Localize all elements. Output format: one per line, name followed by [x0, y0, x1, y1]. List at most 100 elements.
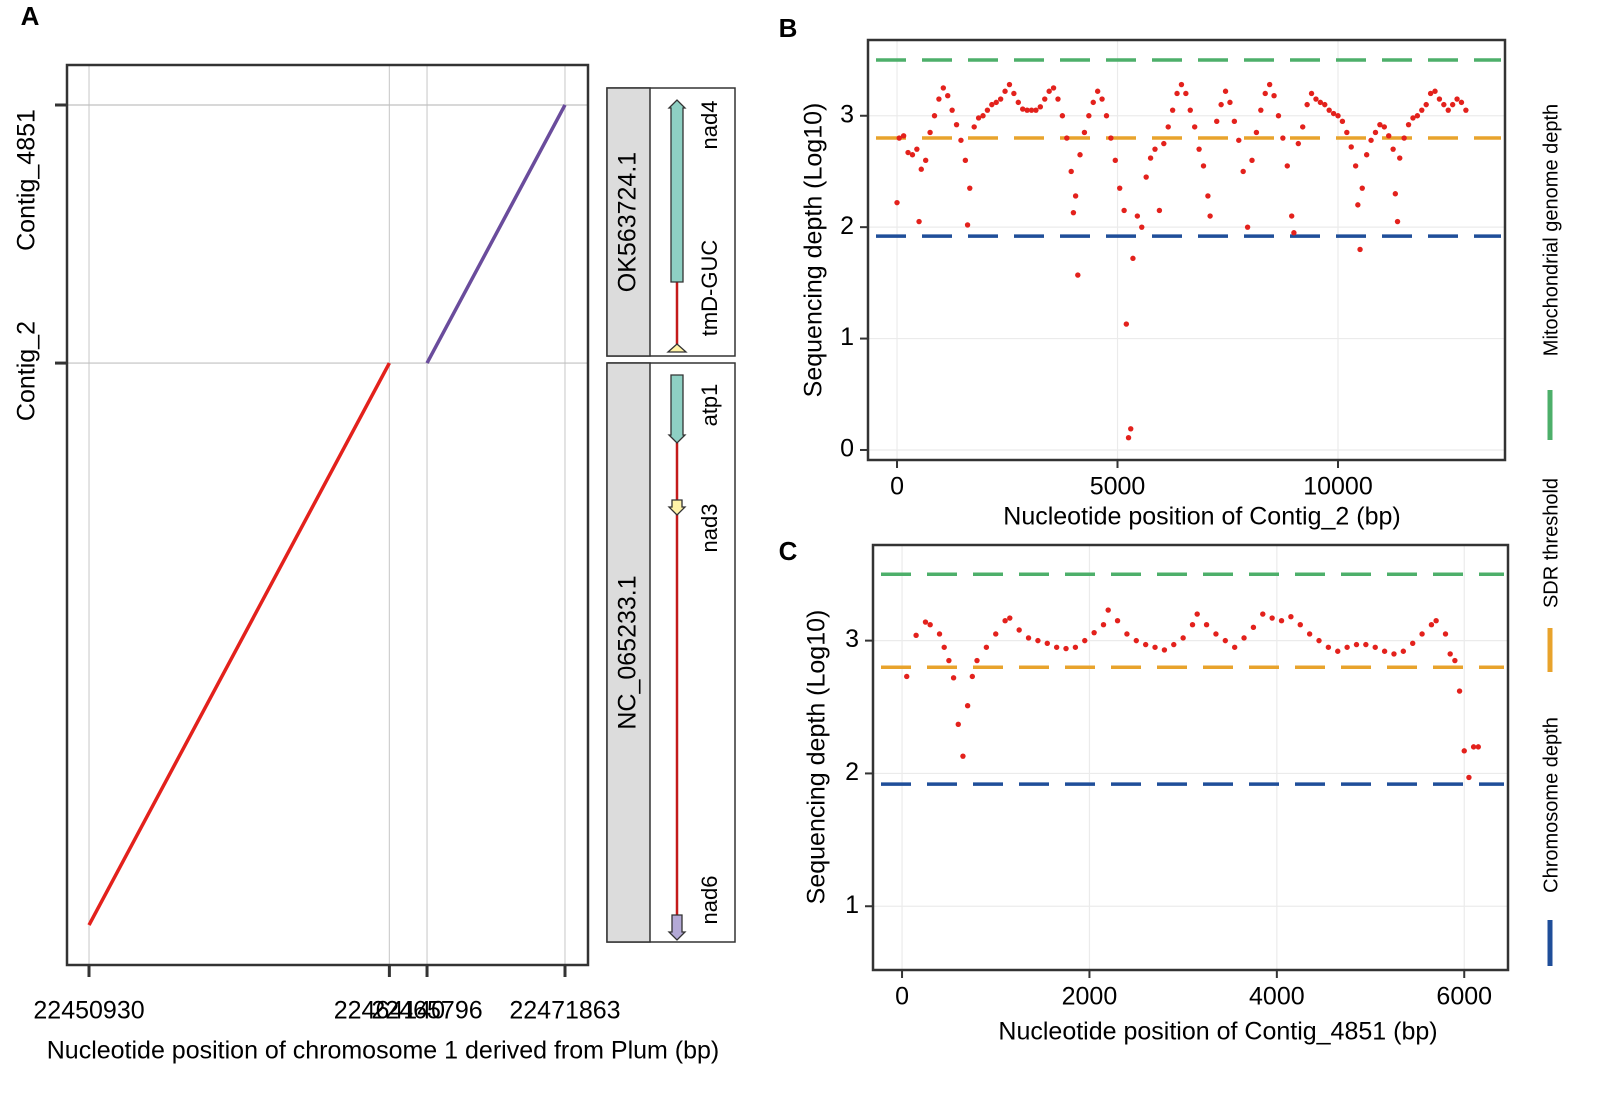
point	[975, 115, 982, 121]
point	[1055, 96, 1061, 102]
point	[974, 657, 980, 664]
x-axis-label: Nucleotide position of Contig_2 (bp)	[1003, 503, 1400, 531]
y-tick-label: 3	[845, 625, 859, 653]
point	[1094, 88, 1101, 94]
point	[1050, 85, 1057, 91]
point	[949, 107, 955, 113]
point	[922, 157, 929, 164]
point	[1068, 168, 1074, 175]
point	[1077, 152, 1083, 158]
panel-label: C	[779, 536, 798, 566]
point	[1414, 113, 1421, 119]
gene-shape	[667, 499, 687, 516]
point	[1284, 163, 1290, 169]
legend-label: Mitochondrial genome depth	[1540, 104, 1562, 356]
point	[1100, 621, 1107, 628]
point	[1227, 99, 1233, 106]
panel-label: B	[779, 13, 798, 43]
y-tick-label: 3	[840, 100, 854, 128]
track-name: NC_065233.1	[614, 575, 642, 729]
point	[936, 631, 943, 637]
point	[1423, 101, 1429, 108]
point	[1090, 99, 1096, 106]
y-tick-label: 2	[845, 758, 859, 786]
point	[1244, 224, 1251, 230]
point	[940, 85, 947, 91]
point	[1355, 202, 1361, 208]
legend-label: Chromosome depth	[1540, 717, 1562, 893]
y-axis-label: Sequencing depth (Log10)	[800, 103, 828, 398]
point	[955, 721, 961, 727]
point	[1002, 618, 1008, 624]
point	[1152, 644, 1158, 650]
point	[1070, 209, 1077, 216]
point	[1269, 615, 1275, 621]
point	[1063, 645, 1069, 652]
point	[1231, 644, 1238, 650]
point	[1086, 113, 1092, 119]
point	[1214, 118, 1220, 125]
point	[900, 133, 907, 139]
point	[1103, 113, 1110, 119]
point	[1046, 88, 1052, 94]
point	[1381, 648, 1388, 654]
point	[1024, 107, 1030, 113]
gene-shape	[667, 374, 687, 444]
point	[1452, 657, 1458, 664]
y-tick-label: 0	[840, 435, 854, 463]
point	[1028, 107, 1035, 113]
point	[1015, 99, 1021, 106]
y-tick-label: 1	[840, 323, 854, 351]
point	[1161, 647, 1168, 653]
point	[1117, 185, 1123, 191]
x-tick-label: 0	[890, 473, 904, 501]
point	[1381, 124, 1388, 130]
point	[1330, 110, 1337, 117]
alignment-line	[425, 104, 567, 364]
point	[1037, 104, 1044, 110]
track-name-box	[606, 87, 651, 357]
point	[984, 107, 991, 113]
track-name-box	[606, 362, 651, 943]
x-tick-label: 2000	[1062, 983, 1118, 1011]
point	[1180, 635, 1186, 641]
point	[1142, 641, 1149, 648]
point	[904, 673, 910, 680]
gene-label: nad6	[697, 876, 722, 925]
point	[1300, 124, 1306, 130]
x-axis-label: Nucleotide position of chromosome 1 deri…	[47, 1037, 720, 1065]
point	[1410, 115, 1416, 121]
point	[1466, 774, 1472, 781]
point	[1316, 637, 1322, 644]
point	[1335, 113, 1341, 119]
point	[1222, 637, 1229, 644]
point	[1205, 193, 1211, 199]
x-tick-label: 10000	[1303, 473, 1373, 501]
point	[1241, 635, 1247, 641]
point	[1386, 133, 1392, 139]
point	[1359, 185, 1365, 191]
point	[1130, 255, 1136, 262]
point	[1262, 90, 1268, 97]
point	[983, 644, 990, 650]
point	[1344, 644, 1350, 650]
point	[1454, 96, 1460, 102]
point	[927, 621, 933, 628]
point	[922, 619, 929, 625]
point	[1313, 96, 1319, 102]
point	[1253, 129, 1260, 136]
point	[1203, 621, 1210, 628]
point	[1368, 137, 1374, 143]
point	[1075, 272, 1081, 278]
point	[1291, 230, 1297, 236]
point	[1091, 629, 1097, 636]
x-tick-label: 6000	[1436, 983, 1492, 1011]
point	[1288, 213, 1295, 219]
point	[931, 113, 938, 119]
point	[1072, 644, 1079, 650]
panel-label: A	[21, 1, 40, 31]
point	[1161, 140, 1167, 147]
point	[1308, 90, 1315, 97]
point	[927, 129, 933, 136]
